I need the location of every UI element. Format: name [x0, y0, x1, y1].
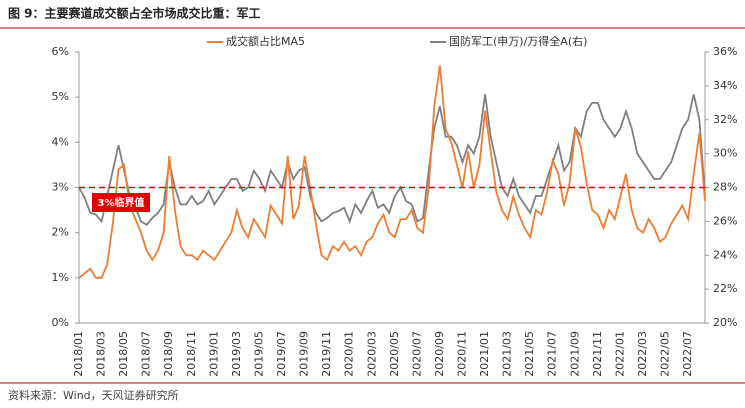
x-tick-label: 2018/03 — [95, 331, 108, 377]
x-tick-label: 2018/01 — [72, 331, 85, 377]
y-tick-label: 4% — [52, 135, 69, 148]
x-tick-label: 2022/01 — [613, 331, 626, 377]
x-tick-label: 2020/07 — [410, 331, 423, 377]
legend-label: 成交额占比MA5 — [226, 34, 305, 48]
x-tick-label: 2019/11 — [320, 331, 333, 377]
y-tick-label: 1% — [52, 271, 69, 284]
x-tick-label: 2021/07 — [546, 331, 559, 377]
x-tick-label: 2019/09 — [298, 331, 311, 377]
x-tick-label: 2019/07 — [275, 331, 288, 377]
x-tick-label: 2021/01 — [478, 331, 491, 377]
series-line — [78, 94, 706, 226]
x-tick-label: 2022/07 — [681, 331, 694, 377]
threshold-badge — [92, 193, 150, 212]
y2-tick-label: 30% — [713, 147, 737, 160]
x-tick-label: 2018/09 — [162, 331, 175, 377]
threshold-label: 3%临界值 — [98, 196, 145, 209]
x-tick-label: 2020/03 — [365, 331, 378, 377]
y2-tick-label: 36% — [713, 45, 737, 58]
y2-tick-label: 28% — [713, 181, 737, 194]
y2-tick-label: 34% — [713, 79, 737, 92]
y2-tick-label: 32% — [713, 113, 737, 126]
y2-tick-label: 22% — [713, 282, 737, 295]
x-tick-label: 2020/09 — [433, 331, 446, 377]
x-tick-label: 2019/01 — [207, 331, 220, 377]
y2-tick-label: 26% — [713, 214, 737, 227]
x-tick-label: 2021/09 — [568, 331, 581, 377]
chart-title: 图 9：主要赛道成交额占全市场成交比重：军工 — [8, 6, 261, 21]
source: 资料来源：Wind，天风证券研究所 — [8, 388, 179, 402]
x-tick-label: 2022/03 — [636, 331, 649, 377]
x-tick-label: 2020/05 — [388, 331, 401, 377]
x-tick-label: 2018/05 — [117, 331, 130, 377]
y-tick-label: 2% — [52, 226, 69, 239]
x-tick-label: 2019/03 — [230, 331, 243, 377]
y-tick-label: 5% — [52, 90, 69, 103]
y-tick-label: 3% — [52, 181, 69, 194]
x-tick-label: 2021/11 — [591, 331, 604, 377]
x-tick-label: 2022/05 — [659, 331, 672, 377]
y2-tick-label: 20% — [713, 316, 737, 329]
x-tick-label: 2020/01 — [343, 331, 356, 377]
x-tick-label: 2020/11 — [455, 331, 468, 377]
x-tick-label: 2018/07 — [140, 331, 153, 377]
x-tick-label: 2019/05 — [252, 331, 265, 377]
x-tick-label: 2021/03 — [501, 331, 514, 377]
x-tick-label: 2018/11 — [185, 331, 198, 377]
y-tick-label: 6% — [52, 45, 69, 58]
series-line — [78, 65, 706, 279]
y-tick-label: 0% — [52, 316, 69, 329]
x-tick-label: 2021/05 — [523, 331, 536, 377]
legend-label: 国防军工(申万)/万得全A(右) — [449, 34, 587, 48]
y2-tick-label: 24% — [713, 248, 737, 261]
